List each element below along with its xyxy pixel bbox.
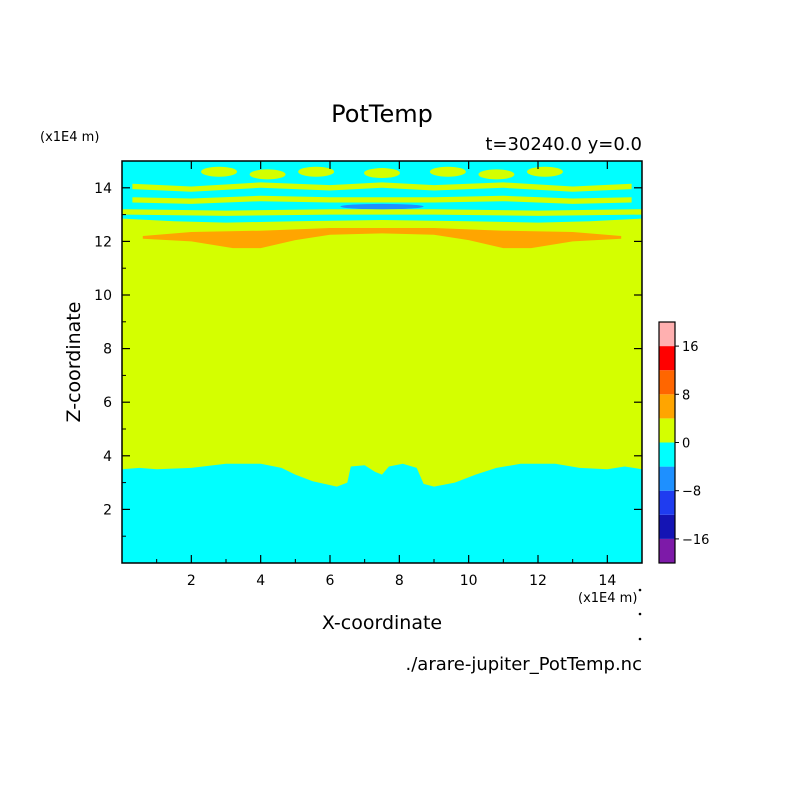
source-file-label: ./arare-jupiter_PotTemp.nc [406, 654, 642, 675]
region-warm-band [142, 228, 622, 249]
x-tick-label: 4 [256, 573, 265, 589]
colorbar-tick-label: −8 [682, 485, 701, 500]
colorbar-tick-label: 0 [682, 437, 690, 452]
y-tick-label: 14 [94, 181, 112, 197]
region-upper-stripe [132, 182, 632, 192]
x-tick-label: 6 [326, 573, 335, 589]
colorbar-tick-label: 8 [682, 388, 690, 403]
dot-mark [638, 612, 642, 616]
y-tick-label: 12 [94, 234, 112, 250]
region-top-blob [478, 169, 515, 180]
plot-frame [121, 160, 643, 564]
colorbar-swatch [659, 370, 675, 395]
region-upper-stripe [132, 195, 632, 204]
colorbar-swatch [659, 514, 675, 539]
colorbar-swatch [659, 490, 675, 515]
y-tick-label: 8 [103, 342, 112, 358]
chart-subtitle: t=30240.0 y=0.0 [485, 134, 642, 155]
dot-marks [638, 588, 642, 641]
y-tick-label: 4 [103, 449, 112, 465]
x-unit-label: (x1E4 m) [578, 591, 637, 606]
y-tick-label: 2 [103, 502, 112, 518]
dot-mark [638, 588, 642, 592]
x-tick-label: 8 [395, 573, 404, 589]
colorbar-swatch [659, 346, 675, 371]
colorbar-swatch [659, 418, 675, 443]
region-lower-cold-layer [122, 463, 642, 563]
y-unit-label: (x1E4 m) [40, 130, 99, 145]
region-top-blob [298, 166, 335, 177]
region-top-blob [429, 166, 466, 177]
x-tick-label: 14 [598, 573, 616, 589]
plot-area [121, 160, 643, 564]
dot-mark [638, 637, 642, 641]
x-axis-label: X-coordinate [322, 612, 442, 634]
region-top-blob [201, 166, 238, 177]
x-tick-label: 10 [460, 573, 478, 589]
y-tick-label: 6 [103, 395, 112, 411]
colorbar-swatch [659, 322, 675, 347]
axes: 2 4 6 8 10 12 14 2 4 6 8 10 12 14 [94, 161, 642, 589]
colorbar-swatch [659, 466, 675, 491]
x-tick-label: 2 [187, 573, 196, 589]
colorbar-tick-label: 16 [682, 340, 699, 355]
y-tick-label: 10 [94, 288, 112, 304]
colorbar-swatch [659, 394, 675, 419]
y-axis-label: Z-coordinate [63, 302, 85, 423]
region-top-blob [249, 169, 286, 180]
x-tick-label: 12 [529, 573, 547, 589]
colorbar-tick-label: −16 [682, 533, 709, 548]
chart-title: PotTemp [331, 100, 433, 128]
region-top-blob [364, 168, 400, 179]
colorbar-swatch [659, 442, 675, 467]
region-upper-stripe [122, 209, 642, 216]
region-upper-cold-core [340, 203, 424, 210]
colorbar: 16 8 0 −8 −16 [658, 321, 709, 564]
colorbar-swatch [659, 538, 675, 563]
region-top-blob [526, 166, 563, 177]
